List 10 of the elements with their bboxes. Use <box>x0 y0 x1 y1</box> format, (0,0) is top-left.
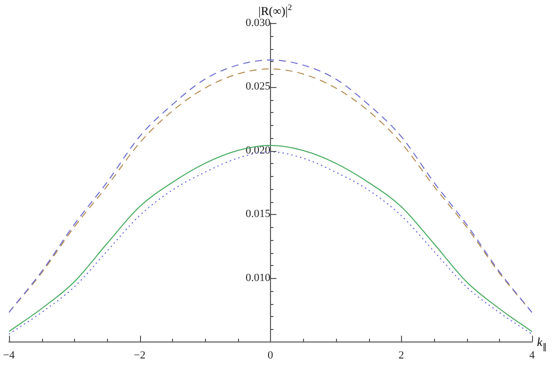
x-tick-label: 2 <box>398 349 404 362</box>
y-tick-label: 0.025 <box>246 80 271 93</box>
x-axis-title: k∥ <box>537 334 546 352</box>
x-tick-label: −2 <box>134 349 146 362</box>
y-tick-label: 0.015 <box>246 208 271 220</box>
x-tick-label: 4 <box>529 349 536 362</box>
y-tick-label: 0.030 <box>246 16 271 29</box>
x-tick-label: −4 <box>2 349 16 362</box>
y-tick-label: 0.010 <box>246 272 271 284</box>
x-tick-label: 0 <box>268 349 274 362</box>
